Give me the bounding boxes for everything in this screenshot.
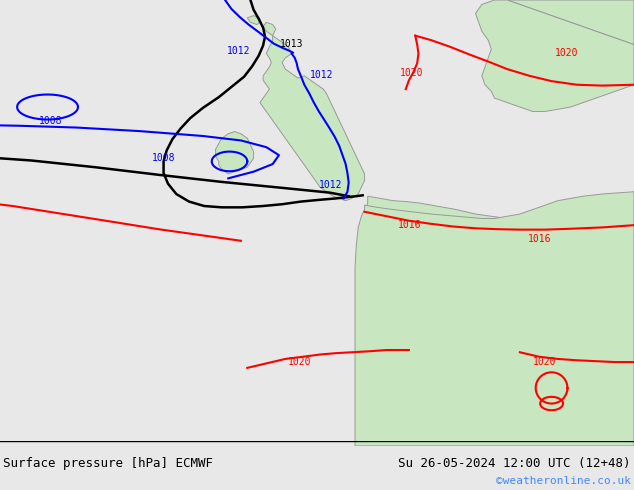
Text: 1008: 1008 bbox=[39, 116, 63, 126]
Polygon shape bbox=[507, 0, 634, 45]
Polygon shape bbox=[355, 192, 634, 446]
Text: 1020: 1020 bbox=[555, 48, 578, 58]
Text: 1016: 1016 bbox=[528, 234, 552, 244]
Text: 1016: 1016 bbox=[398, 220, 422, 230]
Text: Surface pressure [hPa] ECMWF: Surface pressure [hPa] ECMWF bbox=[3, 457, 213, 469]
Polygon shape bbox=[247, 16, 260, 24]
Polygon shape bbox=[260, 36, 365, 201]
Text: 1012: 1012 bbox=[309, 70, 333, 80]
Text: 1020: 1020 bbox=[533, 357, 556, 367]
Text: Su 26-05-2024 12:00 UTC (12+48): Su 26-05-2024 12:00 UTC (12+48) bbox=[398, 457, 631, 469]
Text: 1020: 1020 bbox=[288, 357, 311, 367]
Polygon shape bbox=[356, 196, 634, 446]
Text: 1008: 1008 bbox=[152, 152, 176, 163]
Text: 1012: 1012 bbox=[227, 47, 250, 56]
Text: 1012: 1012 bbox=[319, 180, 342, 190]
Text: 1020: 1020 bbox=[399, 68, 423, 78]
Polygon shape bbox=[476, 0, 634, 112]
Polygon shape bbox=[263, 22, 276, 36]
Text: ©weatheronline.co.uk: ©weatheronline.co.uk bbox=[496, 476, 631, 486]
Text: 1013: 1013 bbox=[280, 39, 304, 49]
Polygon shape bbox=[216, 131, 254, 174]
